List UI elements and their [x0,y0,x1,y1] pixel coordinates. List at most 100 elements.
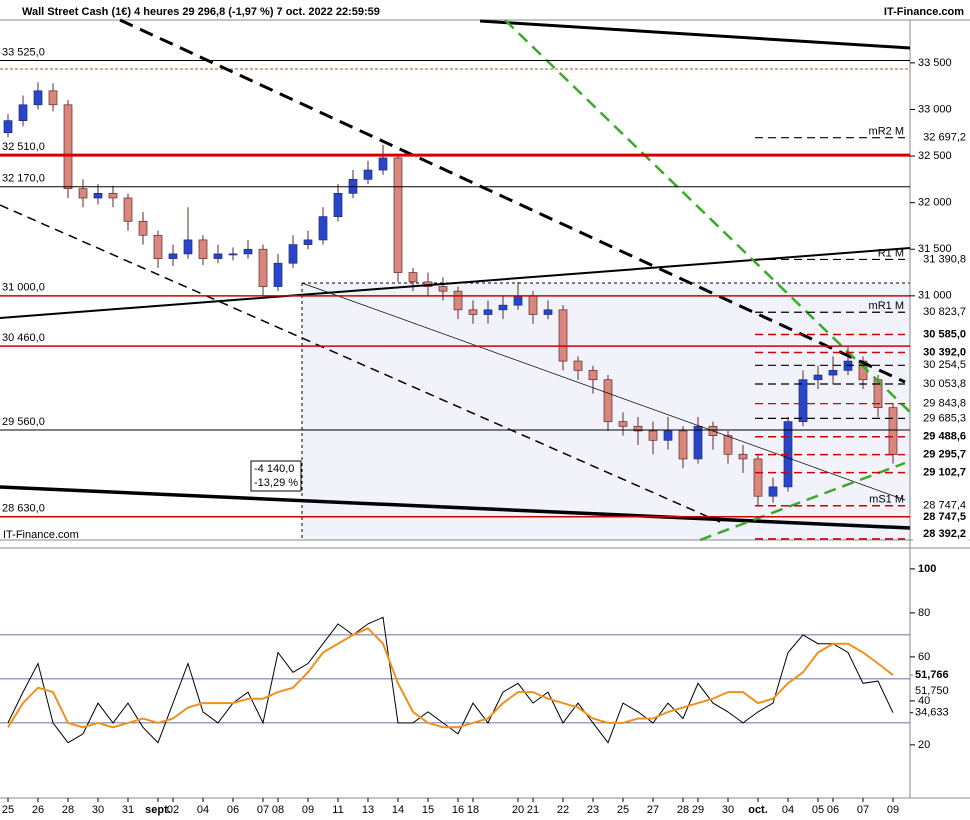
level-label: 31 000,0 [2,282,45,294]
candle-body [378,157,388,171]
pivot-name: R1 M [878,247,904,259]
candle-body [123,197,133,222]
level-label: 28 630,0 [2,503,45,515]
level-label: 33 525,0 [2,46,45,58]
candle-body [453,290,463,311]
x-tick-label: 29 [692,804,704,816]
trend-line [479,19,911,50]
x-tick-label: 07 [257,804,269,816]
candle-body [228,253,238,256]
annotation: -13,29 % [254,477,298,489]
candle-body [318,216,328,241]
candle-body [393,157,403,273]
candle-body [303,239,313,245]
price-tag-bg [913,510,969,525]
oscillator-line [7,627,894,729]
level-label: 32 170,0 [2,173,45,185]
pivot-name: mR1 M [869,300,904,312]
x-tick-label: 11 [332,804,343,816]
candle-body [813,374,823,381]
x-tick-label: 30 [92,804,104,816]
price-tag: 29 843,8 [923,397,966,409]
price-tag: 51,766 [915,669,949,681]
candle-body [633,425,643,432]
candle-body [243,248,253,255]
pivot-name: mS1 M [869,494,904,506]
price-tag: 32 697,2 [923,132,966,144]
price-tag: 30 053,8 [923,378,966,390]
candle-body [288,244,298,264]
candle-body [693,425,703,460]
level-label: 30 460,0 [2,332,45,344]
candle-body [363,169,373,180]
y-tick-label: 80 [918,607,930,619]
price-tag: 29 488,6 [923,431,966,443]
price-tag: 29 102,7 [923,467,966,479]
x-tick-label: 23 [587,804,599,816]
x-tick-label: 26 [32,804,44,816]
candle-body [498,304,508,311]
price-tag: 28 747,4 [923,500,966,512]
candle-body [408,272,418,283]
candle-body [33,90,43,106]
price-tag: 29 295,7 [923,449,966,461]
y-tick-label: 33 000 [918,103,952,115]
candle-body [18,104,28,121]
candle-body [738,453,748,460]
x-tick-label: 08 [272,804,284,816]
price-tag: 28 747,5 [923,511,966,523]
candle-body [828,370,838,376]
x-tick-label: 07 [857,804,869,816]
price-tag-bg [913,345,969,360]
y-tick-label: 32 000 [918,197,952,209]
candle-body [603,379,613,422]
x-tick-label: 22 [557,804,569,816]
candle-body [93,192,103,199]
price-tag: 28 392,2 [923,528,966,540]
candle-body [333,192,343,217]
source: IT-Finance.com [884,6,964,18]
candle-body [273,262,283,287]
x-tick-label: 28 [62,804,74,816]
level-label: 32 510,0 [2,141,45,153]
x-tick-label: 06 [827,804,839,816]
price-tag: 31 390,8 [923,253,966,265]
price-tag: 34,633 [915,707,949,719]
x-tick-label: 06 [227,804,239,816]
candle-body [753,458,763,497]
x-tick-label: 04 [197,804,209,816]
x-tick-label: oct. [748,804,768,816]
candle-body [618,421,628,427]
price-tag-bg [913,327,969,342]
x-tick-label: 20 [512,804,524,816]
x-tick-label: 13 [362,804,374,816]
trend-line [119,18,906,384]
price-tag: 30 392,0 [923,346,966,358]
candle-body [663,430,673,441]
price-tag-bg [913,465,969,480]
price-tag: 30 823,7 [923,306,966,318]
candle-body [588,370,598,381]
level-label: 29 560,0 [2,416,45,428]
x-tick-label: 09 [302,804,314,816]
x-tick-label: 27 [647,804,659,816]
candle-body [543,309,553,315]
candle-body [258,248,268,287]
candle-body [153,234,163,259]
x-tick-label: 15 [422,804,434,816]
x-tick-label: 31 [122,804,134,816]
price-tag: 30 254,5 [923,359,966,371]
price-tag-bg [913,447,969,462]
y-tick-label: 100 [918,563,936,575]
trend-line [301,282,906,501]
candle-body [48,90,58,106]
candle-body [888,407,898,455]
trend-line [0,204,721,523]
candle-body [168,253,178,259]
candle-body [678,430,688,460]
candle-body [63,104,73,190]
x-tick-label: 05 [812,804,824,816]
candle-body [768,486,778,497]
y-tick-label: 31 500 [918,243,952,255]
